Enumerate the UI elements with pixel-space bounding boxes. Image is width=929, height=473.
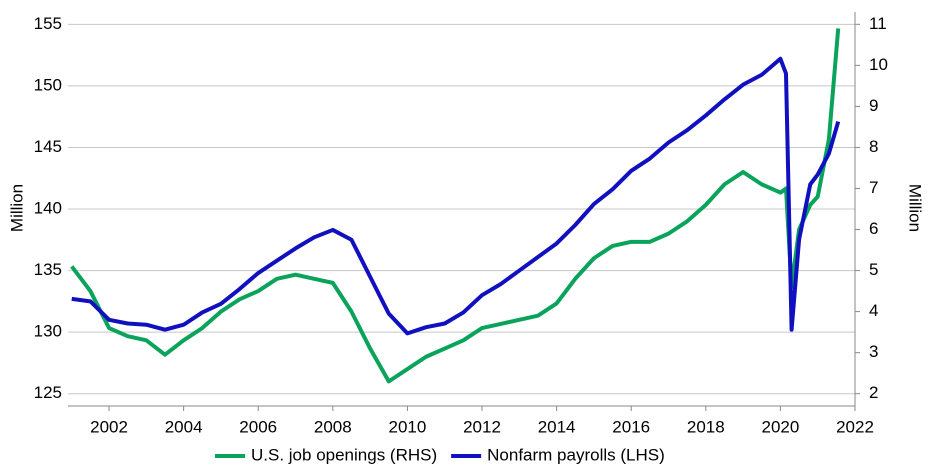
y2-tick-label: 2 — [869, 383, 878, 402]
y2-tick-label: 6 — [869, 219, 878, 238]
y2-tick-label: 4 — [869, 301, 878, 320]
y-tick-label: 140 — [34, 198, 62, 217]
y-tick-label: 125 — [34, 383, 62, 402]
legend-label: Nonfarm payrolls (LHS) — [487, 445, 665, 464]
y2-tick-label: 10 — [869, 55, 888, 74]
x-tick-label: 2016 — [612, 417, 650, 436]
y2-tick-label: 3 — [869, 342, 878, 361]
series-line — [71, 56, 841, 336]
x-tick-label: 2004 — [165, 417, 203, 436]
y-axis-label: Million — [7, 184, 26, 232]
x-tick-label: 2022 — [836, 417, 874, 436]
y-tick-label: 145 — [34, 137, 62, 156]
legend-label: U.S. job openings (RHS) — [251, 445, 437, 464]
x-tick-label: 2008 — [314, 417, 352, 436]
x-tick-label: 2012 — [463, 417, 501, 436]
y-tick-label: 135 — [34, 260, 62, 279]
y-tick-label: 130 — [34, 322, 62, 341]
x-tick-label: 2006 — [239, 417, 277, 436]
y2-tick-label: 8 — [869, 137, 878, 156]
y2-axis-label: Million — [906, 184, 925, 232]
x-tick-label: 2018 — [687, 417, 725, 436]
x-tick-label: 2020 — [761, 417, 799, 436]
x-tick-label: 2010 — [389, 417, 427, 436]
y2-tick-label: 5 — [869, 260, 878, 279]
y2-tick-label: 11 — [869, 14, 887, 33]
x-tick-label: 2014 — [538, 417, 576, 436]
y-tick-label: 155 — [34, 14, 62, 33]
y-tick-label: 150 — [34, 75, 62, 94]
x-tick-label: 2002 — [90, 417, 128, 436]
y2-tick-label: 7 — [869, 178, 878, 197]
y2-tick-label: 9 — [869, 96, 878, 115]
series-line — [70, 28, 841, 384]
